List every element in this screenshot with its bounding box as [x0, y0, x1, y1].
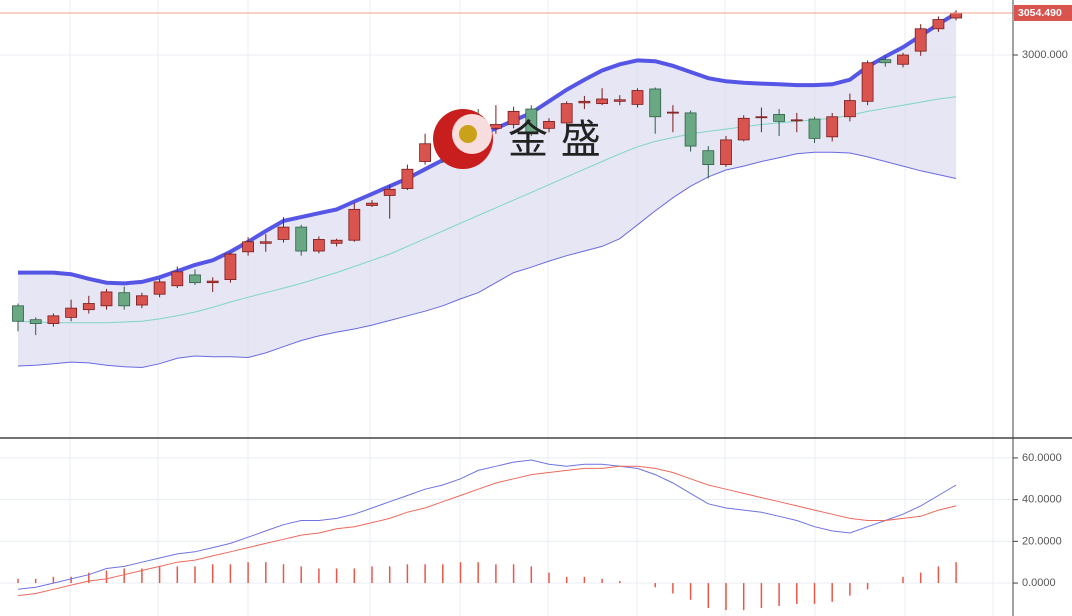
candle-body	[312, 239, 325, 252]
candle-body	[861, 62, 874, 102]
logo: 金 盛	[433, 109, 601, 169]
candle-body	[135, 295, 148, 306]
candle-body	[808, 118, 821, 139]
candle-body	[100, 291, 113, 307]
candle-body	[826, 116, 839, 138]
candle-body	[47, 315, 60, 324]
candle-body	[419, 143, 432, 162]
candle-body	[720, 139, 732, 165]
candle-body	[560, 103, 573, 124]
candle-body	[737, 117, 750, 141]
candle-body	[755, 116, 768, 119]
candle-body	[950, 12, 962, 19]
candle-body	[206, 280, 219, 284]
candle-body	[189, 274, 201, 284]
candle-body	[489, 124, 502, 129]
candle-body	[507, 110, 520, 125]
candle-body	[401, 168, 414, 189]
candle-body	[224, 253, 237, 280]
plot-area: 3000.000 3054.490 0.0000 20.0000 40.0000 60.0…	[0, 4, 1072, 611]
logo-coin	[459, 125, 477, 143]
indicator-line	[17, 465, 957, 597]
candle-body	[29, 319, 42, 324]
y-tick-label: 60.0000	[1022, 452, 1062, 464]
candle-body	[790, 119, 803, 122]
candle-body	[259, 241, 272, 244]
y-tick-label: 0.0000	[1022, 577, 1056, 589]
candle-body	[277, 226, 290, 240]
candle-body	[525, 108, 538, 133]
candle-body	[631, 90, 644, 105]
candle-body	[613, 99, 626, 102]
candle-body	[383, 188, 396, 196]
last-price-box	[1014, 4, 1072, 21]
candle-body	[879, 59, 892, 64]
candle-body	[65, 307, 77, 318]
last-price-label: 3054.490	[1018, 7, 1062, 19]
candle-body	[897, 54, 909, 65]
candle-body	[118, 292, 131, 307]
candle-body	[348, 208, 361, 241]
candle-body	[932, 19, 945, 30]
band-line	[17, 151, 957, 369]
candle-body	[543, 120, 555, 129]
candle-body	[153, 281, 166, 295]
candle-body	[844, 100, 856, 118]
candle-body	[649, 88, 662, 118]
candle-body	[330, 239, 343, 244]
candle-body	[667, 111, 679, 114]
y-tick-label: 20.0000	[1022, 535, 1062, 547]
y-tick-label: 3000.000	[1022, 49, 1068, 61]
y-tick-label: 40.0000	[1022, 494, 1062, 506]
indicator-line	[17, 459, 957, 590]
candle-body	[773, 114, 785, 122]
candle-body	[596, 98, 608, 105]
candle-body	[242, 241, 255, 253]
band-fill	[18, 13, 957, 368]
candle-body	[171, 271, 184, 287]
candle-body	[684, 112, 697, 147]
candle-body	[578, 100, 591, 104]
candle-body	[82, 303, 95, 311]
watermark: 金 盛	[508, 117, 601, 163]
candle-body	[702, 150, 715, 165]
candle-body	[12, 305, 24, 322]
candle-body	[914, 28, 927, 52]
candle-body	[366, 202, 378, 206]
candle-body	[295, 226, 308, 252]
